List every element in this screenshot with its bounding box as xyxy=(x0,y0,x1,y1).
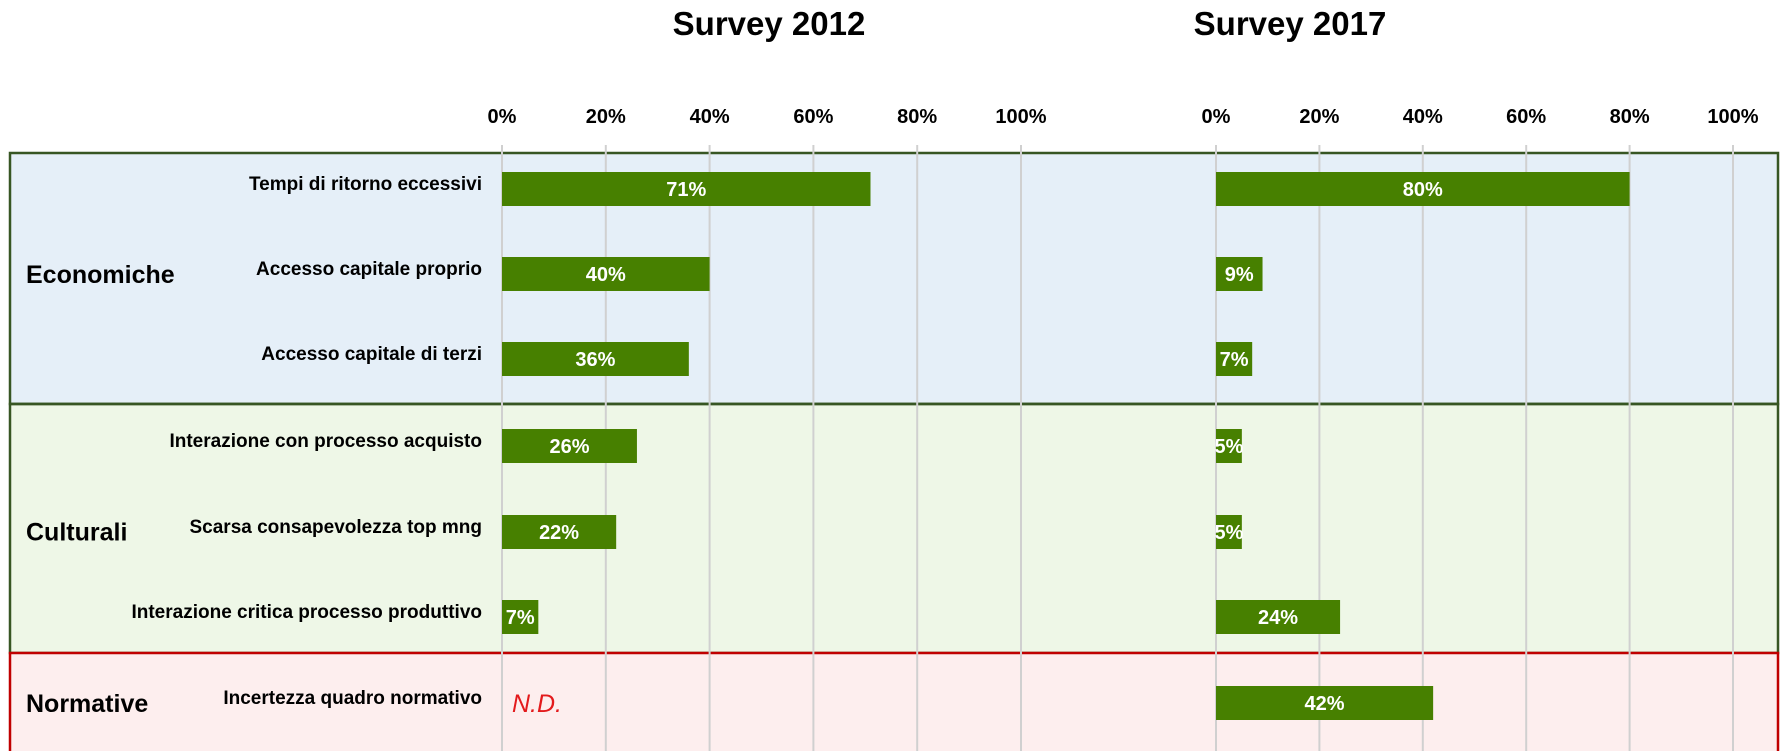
bar-2-4 xyxy=(1216,515,1242,549)
category-label-5: Interazione critica processo produttivo xyxy=(131,602,482,623)
category-label-4: Scarsa consapevolezza top mng xyxy=(190,517,483,538)
bar-2-2 xyxy=(1216,342,1253,376)
bar-2-5 xyxy=(1216,600,1341,634)
tick-label-2-1: 20% xyxy=(1299,106,1339,128)
data-label-2-4: 5% xyxy=(1214,522,1243,544)
bar-1-5 xyxy=(502,600,539,634)
panel-title-1: Survey 2012 xyxy=(673,5,866,42)
bars xyxy=(502,172,1630,720)
bar-2-6 xyxy=(1216,686,1434,720)
tick-label-2-0: 0% xyxy=(1202,106,1231,128)
bar-1-1 xyxy=(502,257,710,291)
bar-2-1 xyxy=(1216,257,1263,291)
data-label-2-0: 80% xyxy=(1403,179,1443,201)
tick-label-2-4: 80% xyxy=(1610,106,1650,128)
data-label-1-4: 22% xyxy=(539,522,579,544)
group-label-normative: Normative xyxy=(26,690,148,718)
bar-1-4 xyxy=(502,515,617,549)
tick-label-2-2: 40% xyxy=(1403,106,1443,128)
data-label-2-3: 5% xyxy=(1214,436,1243,458)
data-label-2-6: 42% xyxy=(1305,693,1345,715)
group-label-culturali: Culturali xyxy=(26,519,127,547)
category-label-3: Interazione con processo acquisto xyxy=(169,431,482,452)
data-label-1-0: 71% xyxy=(666,179,706,201)
panel-title-2: Survey 2017 xyxy=(1194,5,1387,42)
category-label-6: Incertezza quadro normativo xyxy=(223,688,482,709)
tick-label-1-1: 20% xyxy=(586,106,626,128)
group-band-normative xyxy=(8,651,1780,751)
data-label-2-2: 7% xyxy=(1220,349,1249,371)
group-band-culturali xyxy=(8,402,1780,655)
category-label-0: Tempi di ritorno eccessivi xyxy=(249,174,482,195)
text-labels: Survey 2012 0% 20% 40% 60% 80% 100% 71% 40% 36% 26… xyxy=(26,5,1759,718)
data-label-1-3: 26% xyxy=(549,436,589,458)
group-label-economiche: Economiche xyxy=(26,261,175,289)
bar-1-2 xyxy=(502,342,689,376)
data-label-1-2: 36% xyxy=(575,349,615,371)
bar-2-0 xyxy=(1216,172,1630,206)
bar-2-3 xyxy=(1216,429,1242,463)
tick-label-1-5: 100% xyxy=(995,106,1046,128)
tick-label-1-0: 0% xyxy=(488,106,517,128)
data-label-2-5: 24% xyxy=(1258,607,1298,629)
tick-label-1-3: 60% xyxy=(793,106,833,128)
category-label-2: Accesso capitale di terzi xyxy=(261,344,482,365)
tick-label-1-2: 40% xyxy=(690,106,730,128)
category-label-1: Accesso capitale proprio xyxy=(256,259,482,280)
tick-label-1-4: 80% xyxy=(897,106,937,128)
tick-label-2-3: 60% xyxy=(1506,106,1546,128)
group-bands xyxy=(8,151,1780,751)
data-label-1-1: 40% xyxy=(586,264,626,286)
bar-1-3 xyxy=(502,429,637,463)
tick-label-2-5: 100% xyxy=(1707,106,1758,128)
data-label-1-5: 7% xyxy=(506,607,535,629)
bar-1-0 xyxy=(502,172,871,206)
na-label-1-6: N.D. xyxy=(512,690,562,718)
data-label-2-1: 9% xyxy=(1225,264,1254,286)
